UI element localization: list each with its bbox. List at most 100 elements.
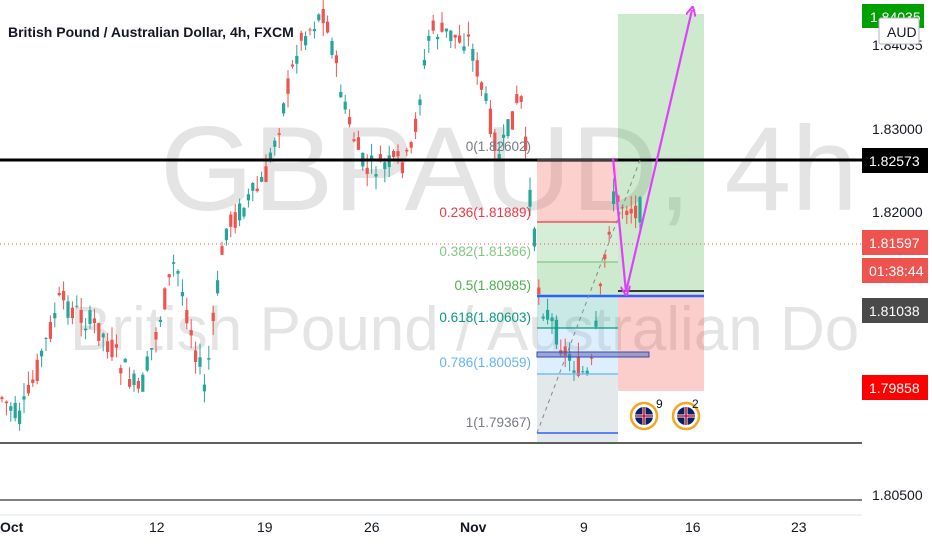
candle-body — [26, 384, 30, 394]
candle-body — [114, 344, 118, 348]
candle-body — [101, 333, 105, 338]
watermark-name: British Pound / Australian Dollar — [70, 295, 932, 364]
candle-body — [409, 142, 413, 148]
candle-body — [431, 20, 435, 31]
candle-body — [119, 367, 123, 374]
candle-body — [594, 320, 598, 327]
currency-badge-text: AUD — [887, 24, 917, 40]
time-tick-oct: Oct — [0, 519, 24, 535]
candle-body — [458, 35, 462, 43]
candle-body — [13, 402, 17, 419]
candle-body — [427, 36, 431, 41]
candle-body — [154, 332, 158, 340]
countdown-badge: 01:38:44 — [862, 258, 928, 283]
candle-body — [167, 274, 171, 278]
stop-zone[interactable] — [618, 294, 704, 391]
candle-body — [422, 59, 426, 66]
candle-body — [110, 339, 114, 358]
candle-body — [383, 162, 387, 169]
time-axis[interactable] — [0, 515, 932, 550]
price-badge-resistance: 1.82573 — [862, 148, 928, 173]
fib-band-0-0236 — [537, 160, 597, 222]
candle-body — [396, 151, 400, 157]
candle-body — [339, 91, 343, 98]
price-badge-current-text: 1.81597 — [869, 235, 920, 251]
candle-body — [211, 312, 215, 321]
candle-body — [189, 330, 193, 336]
price-tick-3: 1.80500 — [872, 487, 923, 503]
candle-body — [343, 101, 347, 110]
candle-body — [251, 182, 255, 191]
candle-body — [475, 60, 479, 77]
event-badge-uk-1[interactable]: 9 — [629, 397, 663, 431]
candle-body — [4, 401, 8, 404]
candle-body — [185, 310, 189, 324]
candle-body — [563, 346, 567, 356]
candle-body — [123, 358, 127, 363]
candle-body — [541, 316, 545, 319]
price-badge-stop-text: 1.79858 — [869, 380, 920, 396]
candle-body — [141, 374, 145, 392]
candle-body — [132, 373, 136, 386]
time-tick-nov: Nov — [460, 519, 487, 535]
candle-body — [106, 341, 110, 353]
currency-badge[interactable]: AUD — [878, 17, 920, 45]
candle-body — [436, 36, 440, 40]
fib-labels: 0(1.82602) 0.236(1.81889) 0.382(1.81366)… — [439, 139, 531, 430]
candle-body — [92, 318, 96, 324]
target-zone[interactable] — [618, 14, 704, 294]
candle-body — [35, 359, 39, 382]
candle-body — [546, 309, 550, 320]
candle-body — [163, 288, 167, 310]
fib-retracement[interactable] — [537, 160, 618, 442]
time-tick-26: 26 — [364, 519, 380, 535]
candle-body — [405, 149, 409, 152]
candle-body — [532, 228, 536, 247]
price-scale[interactable] — [862, 0, 932, 515]
candle-body — [554, 319, 558, 345]
candle-body — [88, 310, 92, 324]
candle-body — [22, 396, 26, 400]
candle-body — [31, 379, 35, 383]
candle-body — [480, 82, 484, 90]
candle-body — [352, 139, 356, 142]
candle-body — [40, 350, 44, 357]
candle-body — [48, 322, 52, 339]
candle-body — [79, 309, 83, 323]
candle-body — [572, 370, 576, 373]
candle-body — [264, 166, 268, 182]
candle-body — [466, 34, 470, 37]
candle-body — [634, 205, 638, 219]
event-badge-uk-2[interactable]: 2 — [671, 397, 701, 431]
candle-body — [233, 212, 237, 228]
price-badge-resistance-text: 1.82573 — [869, 153, 920, 169]
candle-body — [216, 280, 220, 294]
candle-body — [550, 317, 554, 322]
candle-body — [176, 270, 180, 274]
candle-body — [53, 313, 57, 319]
price-badge-entry: 1.81038 — [862, 298, 928, 323]
candle-body — [312, 29, 316, 32]
candle-body — [348, 117, 352, 125]
projection-down-arrow[interactable] — [611, 157, 626, 292]
candle-body — [524, 136, 528, 151]
candle-body — [194, 350, 198, 363]
candle-body — [370, 155, 374, 160]
candle-body — [444, 28, 448, 32]
candle-body — [304, 36, 308, 46]
candle-body — [207, 358, 211, 360]
candle-body — [326, 21, 330, 33]
candle-body — [150, 348, 154, 350]
candle-body — [519, 96, 523, 102]
candle-body — [220, 246, 224, 255]
candle-body — [365, 167, 369, 174]
event-count-1: 9 — [656, 397, 663, 411]
candle-body — [607, 231, 611, 235]
candle-body — [502, 134, 506, 138]
fib-label-0618: 0.618(1.80603) — [439, 310, 531, 325]
candle-body — [0, 397, 4, 400]
projection-up-arrow[interactable] — [624, 10, 692, 293]
candle-body — [392, 150, 396, 158]
